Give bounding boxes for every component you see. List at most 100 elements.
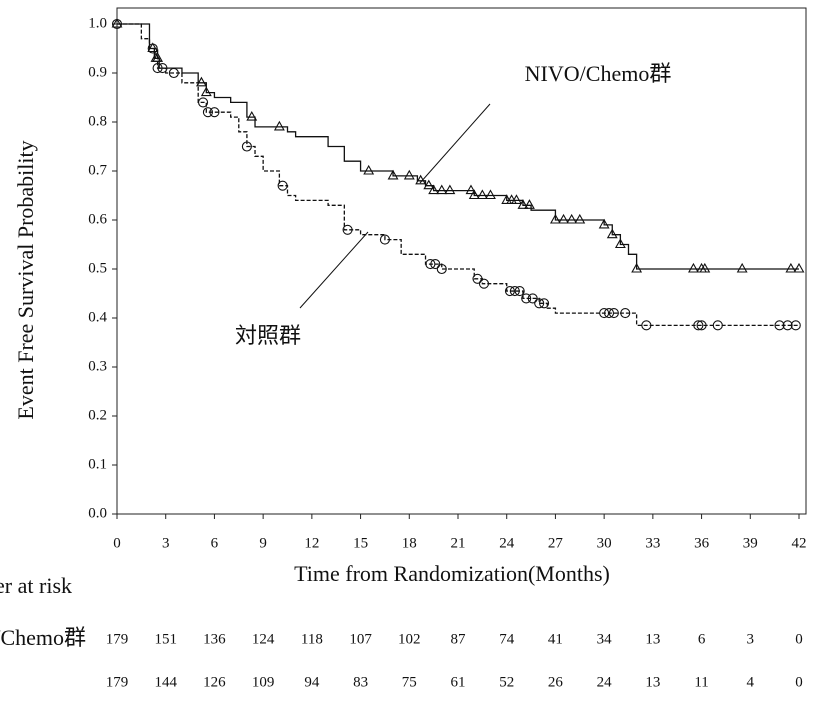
risk-count: 13	[645, 674, 660, 690]
y-tick-label: 0.3	[88, 358, 107, 374]
censor-mark	[111, 18, 123, 30]
risk-count: 151	[154, 631, 177, 647]
censor-mark	[521, 293, 532, 304]
censor-mark	[430, 259, 441, 270]
censor-mark	[195, 76, 207, 87]
y-tick-label: 0.9	[88, 64, 107, 80]
censor-mark	[696, 320, 707, 331]
censor-mark	[790, 320, 801, 331]
y-tick-label: 0.7	[88, 162, 107, 178]
risk-table-title: Number at risk	[0, 573, 72, 598]
risk-count: 13	[645, 631, 660, 647]
censor-mark	[598, 218, 610, 229]
censor-mark	[485, 189, 496, 200]
censor-mark	[699, 262, 711, 273]
x-tick-label: 18	[402, 535, 417, 551]
censor-mark	[379, 234, 390, 245]
censor-mark	[782, 320, 793, 331]
censor-mark	[631, 262, 643, 273]
censor-mark	[246, 110, 258, 121]
censor-mark	[599, 308, 610, 319]
censor-mark	[774, 320, 785, 331]
censor-mark	[785, 262, 797, 273]
censor-mark	[509, 285, 520, 297]
censor-mark	[147, 43, 158, 54]
x-tick-label: 12	[304, 535, 319, 551]
censor-mark	[558, 213, 569, 224]
y-tick-label: 0.8	[88, 113, 107, 129]
x-tick-label: 9	[259, 535, 267, 551]
annotation: 対照群	[235, 323, 301, 348]
censor-mark	[241, 141, 252, 152]
x-tick-label: 6	[211, 535, 219, 551]
risk-count: 0	[795, 674, 803, 690]
censor-mark	[574, 213, 586, 224]
plot-frame	[116, 7, 807, 515]
risk-count: 179	[106, 631, 129, 647]
censor-mark	[688, 262, 699, 273]
censor-mark	[436, 184, 448, 195]
censor-mark	[202, 107, 213, 118]
y-tick-label: 0.6	[88, 211, 107, 227]
censor-mark	[168, 67, 179, 79]
censor-mark	[641, 320, 652, 331]
censor-mark	[147, 42, 159, 53]
risk-count: 102	[398, 631, 421, 647]
y-tick-label: 1.0	[88, 15, 107, 31]
y-tick-label: 0.2	[88, 407, 107, 423]
y-tick-label: 0.0	[88, 505, 107, 521]
censor-mark	[157, 63, 168, 74]
censor-mark	[209, 107, 220, 118]
y-tick-label: 0.5	[88, 260, 107, 276]
risk-count: 24	[597, 674, 613, 690]
y-axis-label: Event Free Survival Probability	[13, 140, 38, 419]
risk-count: 74	[499, 631, 515, 647]
censor-mark	[444, 184, 456, 195]
censor-mark	[468, 189, 480, 200]
survival-curve	[117, 23, 799, 326]
risk-count: 4	[747, 674, 755, 690]
censor-mark	[606, 228, 618, 239]
censor-mark	[524, 199, 535, 209]
risk-count: 11	[694, 674, 708, 690]
risk-count: 0	[795, 631, 803, 647]
censor-mark	[514, 285, 525, 297]
x-tick-label: 27	[548, 535, 564, 551]
censor-mark	[200, 86, 212, 97]
risk-count: 34	[597, 631, 613, 647]
risk-count: 118	[301, 631, 323, 647]
censor-mark	[478, 278, 490, 289]
censor-mark	[504, 285, 516, 297]
censor-mark	[527, 293, 538, 304]
censor-mark	[472, 273, 483, 284]
censor-mark	[712, 320, 723, 331]
risk-count: 124	[252, 631, 275, 647]
risk-count: 94	[304, 674, 320, 690]
risk-count: 61	[451, 674, 466, 690]
risk-count: 87	[451, 631, 467, 647]
censor-mark	[566, 213, 578, 224]
censor-mark	[534, 298, 545, 309]
censor-mark	[363, 164, 375, 175]
risk-count: 75	[402, 674, 417, 690]
censor-mark	[517, 199, 529, 209]
risk-count: 52	[499, 674, 514, 690]
survival-curve	[117, 23, 799, 270]
x-tick-label: 30	[597, 535, 612, 551]
risk-count: 109	[252, 674, 275, 690]
x-tick-label: 24	[499, 535, 515, 551]
censor-mark	[273, 120, 285, 131]
risk-count: 3	[747, 631, 755, 647]
censor-mark	[277, 180, 288, 191]
x-tick-label: 33	[645, 535, 660, 551]
risk-count: 136	[203, 631, 226, 647]
censor-mark	[614, 238, 626, 249]
censor-mark	[608, 308, 619, 319]
censor-mark	[152, 63, 163, 74]
x-tick-label: 21	[451, 535, 466, 551]
risk-count: 6	[698, 631, 706, 647]
x-tick-label: 3	[162, 535, 170, 551]
censor-mark	[620, 308, 631, 319]
censor-mark	[111, 17, 123, 28]
